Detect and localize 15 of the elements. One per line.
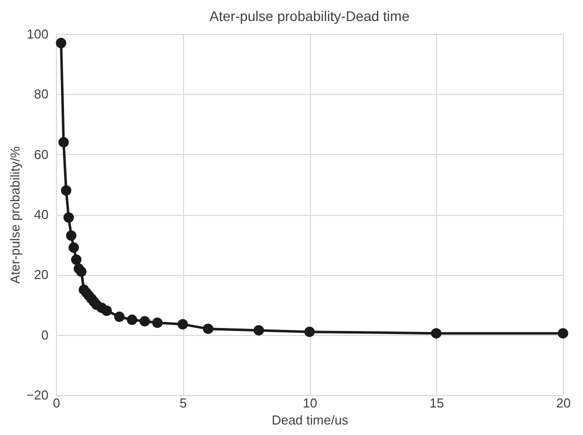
y-tick-label: 100 bbox=[26, 26, 48, 42]
y-tick-label: 80 bbox=[34, 86, 48, 102]
x-tick-label: 5 bbox=[180, 396, 187, 410]
x-tick-label: 20 bbox=[556, 396, 571, 410]
y-tick-label: 0 bbox=[41, 327, 48, 342]
y-tick-label: 20 bbox=[34, 267, 48, 282]
y-tick-label: 60 bbox=[34, 146, 48, 162]
x-tick-label: 15 bbox=[430, 396, 444, 410]
y-tick-label: 40 bbox=[34, 207, 48, 222]
y-tick-label: −20 bbox=[26, 388, 48, 402]
y-axis-title: Ater-pulse probability/% bbox=[7, 146, 22, 284]
chart-title: Ater-pulse probability-Dead time bbox=[210, 8, 410, 24]
x-axis-title: Dead time/us bbox=[272, 412, 349, 428]
x-tick-label: 10 bbox=[302, 396, 318, 410]
x-tick-label: 0 bbox=[52, 396, 60, 410]
